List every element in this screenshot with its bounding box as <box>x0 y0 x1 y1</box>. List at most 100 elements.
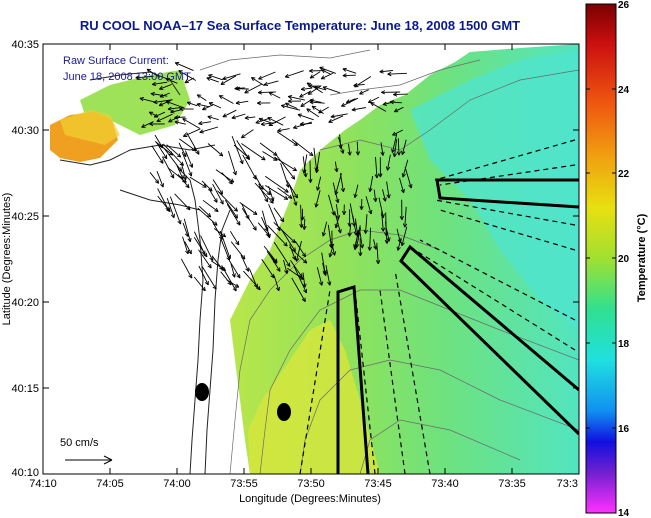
current-vector <box>241 143 266 161</box>
current-vector-head <box>307 90 311 95</box>
current-vector-head <box>170 109 174 113</box>
current-vector-head <box>256 100 262 104</box>
current-vector-head <box>325 271 328 276</box>
current-vector <box>322 86 341 94</box>
current-vector-head <box>229 280 232 286</box>
current-vector <box>293 265 307 294</box>
current-vector <box>182 236 189 255</box>
current-vector-head <box>277 128 281 132</box>
current-vector-head <box>174 120 179 123</box>
current-vector <box>283 259 288 274</box>
current-vector <box>359 231 363 249</box>
current-vector-head <box>342 68 347 72</box>
current-vector-head <box>354 246 358 250</box>
current-vector-head <box>319 67 323 71</box>
current-vector <box>334 211 342 234</box>
current-vector-head <box>231 117 236 120</box>
current-vector-head <box>196 102 201 105</box>
current-vector-head <box>384 232 387 237</box>
current-vector-head <box>198 121 203 125</box>
y-tick-labels: 40:35 40:30 40:25 40:20 40:15 40:10 <box>11 39 39 479</box>
current-vector <box>330 113 348 118</box>
current-vector-head <box>301 88 306 92</box>
current-vector-head <box>187 238 191 243</box>
scale-label: 50 cm/s <box>60 437 99 449</box>
current-vector <box>346 98 356 104</box>
current-vector <box>229 260 241 279</box>
current-vector-head <box>347 232 350 237</box>
current-vector <box>393 139 398 157</box>
current-vector-head <box>359 244 363 249</box>
x-axis-label: Longitude (Degrees:Minutes) <box>239 493 381 505</box>
current-vector <box>392 129 404 136</box>
current-vector-head <box>148 111 153 116</box>
current-vector-head <box>185 250 189 255</box>
current-vector-head <box>234 86 239 90</box>
current-vector-head <box>223 266 226 271</box>
current-vector-head <box>295 201 298 206</box>
current-vector-head <box>157 179 160 184</box>
current-vector-head <box>314 85 319 88</box>
current-vector-head <box>156 118 160 122</box>
current-vector <box>401 139 407 155</box>
current-vector <box>348 143 351 156</box>
current-vector-head <box>336 167 339 173</box>
current-vector-head <box>308 178 311 183</box>
colorbar-tick-label: 18 <box>618 339 630 350</box>
current-vector-head <box>220 152 224 157</box>
current-vector-head <box>392 152 395 158</box>
current-vector <box>201 266 217 290</box>
current-vector <box>212 179 223 195</box>
current-vector-head <box>271 199 274 204</box>
current-vector-head <box>177 220 181 225</box>
current-vector-head <box>150 93 155 97</box>
current-vector-head <box>309 74 313 79</box>
current-vector-head <box>338 144 342 149</box>
current-vector-head <box>302 169 305 174</box>
current-vector <box>208 102 222 109</box>
current-vector <box>316 267 323 286</box>
current-vector-head <box>173 213 175 218</box>
current-vector <box>189 176 207 188</box>
current-vector-head <box>182 153 187 158</box>
current-vector-head <box>315 203 319 208</box>
current-vector <box>379 70 393 73</box>
current-vector <box>297 113 314 121</box>
current-vector-head <box>231 274 236 278</box>
current-vector <box>339 134 342 149</box>
current-vector-head <box>285 242 288 247</box>
current-vector-head <box>201 251 206 255</box>
y-tick-label: 40:25 <box>11 211 39 223</box>
current-vector-head <box>310 151 314 156</box>
current-vector-head <box>309 70 314 74</box>
current-vector-head <box>301 275 304 280</box>
current-vector <box>198 249 212 269</box>
current-vector-head <box>335 199 339 204</box>
current-vector-head <box>401 173 404 178</box>
current-vector <box>321 69 332 75</box>
current-vector-head <box>303 173 307 178</box>
current-vector <box>169 196 182 225</box>
current-vector <box>319 66 337 74</box>
current-vector-head <box>305 173 308 178</box>
current-vector-head <box>170 111 175 114</box>
current-vector-head <box>382 104 387 106</box>
current-vector <box>156 113 173 122</box>
current-vector-head <box>331 211 335 216</box>
current-vector-head <box>389 101 394 105</box>
current-vector <box>288 95 305 101</box>
current-vector-head <box>159 85 163 90</box>
current-vector <box>149 172 160 184</box>
current-vector <box>261 217 269 232</box>
current-vector <box>258 118 272 124</box>
current-vector-head <box>285 195 289 200</box>
current-vector-head <box>293 195 298 199</box>
current-vector-head <box>294 167 297 171</box>
current-vector-head <box>251 77 256 79</box>
current-vector-head <box>293 238 296 243</box>
current-vector-head <box>258 75 262 80</box>
current-vector <box>226 203 241 226</box>
current-vector-head <box>253 284 258 289</box>
current-vector-head <box>182 181 187 183</box>
current-vector-head <box>193 147 197 152</box>
